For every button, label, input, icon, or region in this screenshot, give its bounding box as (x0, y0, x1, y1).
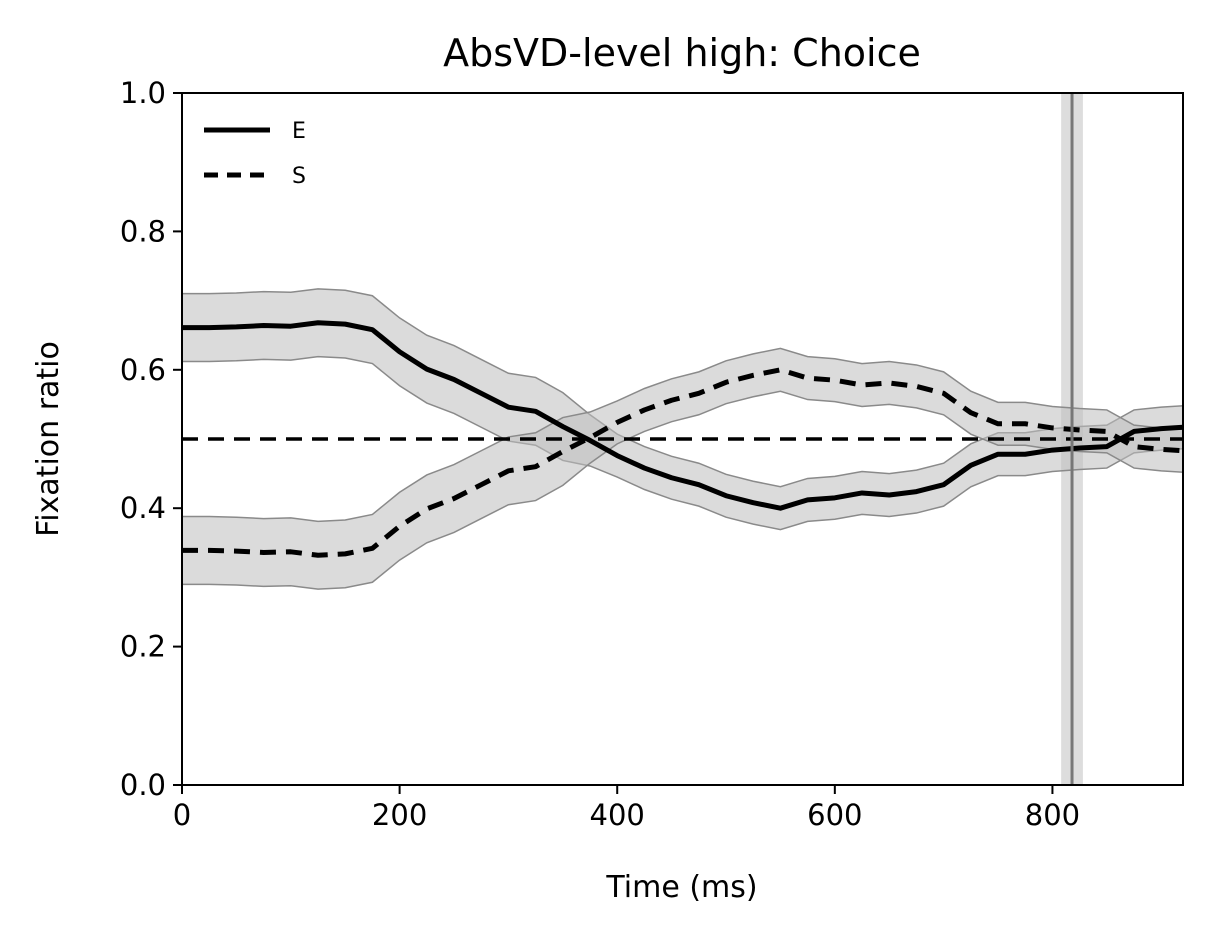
y-tick-label: 0.6 (120, 353, 166, 387)
plot-area (181, 93, 1184, 785)
y-tick-label: 0.8 (120, 214, 166, 248)
y-tick-label: 1.0 (120, 76, 166, 110)
y-tick-label: 0.2 (120, 630, 166, 664)
y-tick-label: 0.0 (120, 768, 166, 802)
series-line-e (182, 320, 1184, 511)
series-line-s (182, 367, 1184, 558)
x-tick-label: 800 (1025, 798, 1080, 832)
x-tick-label: 0 (173, 798, 191, 832)
x-tick-label: 400 (590, 798, 645, 832)
x-axis-ticks: 0 200 400 600 800 (173, 785, 1080, 832)
legend-label-s: S (292, 164, 306, 189)
x-tick-label: 200 (372, 798, 427, 832)
y-axis-label: Fixation ratio (31, 341, 66, 537)
chart-title: AbsVD-level high: Choice (443, 31, 921, 75)
axes-frame (181, 92, 1184, 786)
y-tick-label: 0.4 (120, 491, 166, 525)
x-axis-label: Time (ms) (605, 870, 757, 905)
y-axis-ticks: 0.0 0.2 0.4 0.6 0.8 1.0 (120, 76, 182, 802)
legend-label-e: E (292, 119, 306, 144)
series-lines (182, 320, 1184, 558)
legend: E S (204, 119, 306, 189)
x-tick-label: 600 (807, 798, 862, 832)
